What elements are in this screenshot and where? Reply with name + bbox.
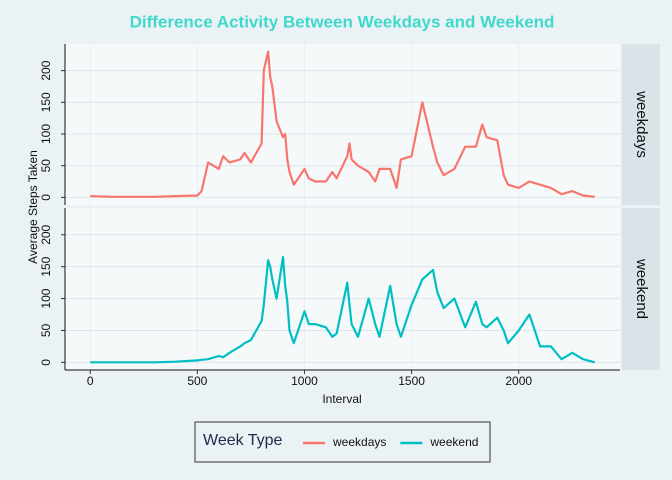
y-tick-label: 0 (39, 359, 53, 366)
x-tick-label: 0 (87, 374, 94, 388)
x-tick-label: 1000 (291, 374, 318, 388)
data-line (90, 256, 596, 364)
x-axis-label: Interval (322, 392, 361, 406)
x-tick-label: 2000 (505, 374, 532, 388)
y-tick-label: 200 (39, 224, 53, 244)
facet-strip (622, 44, 660, 205)
y-tick-label: 100 (39, 288, 53, 308)
chart-title: Difference Activity Between Weekdays and… (130, 12, 555, 31)
y-tick-label: 50 (39, 323, 53, 337)
y-tick-label: 150 (39, 256, 53, 276)
x-tick-label: 1500 (398, 374, 425, 388)
facet-label: weekdays (633, 90, 650, 158)
y-axis-label: Average Steps Taken (26, 150, 40, 264)
legend-title: Week Type (203, 432, 283, 449)
y-tick-label: 0 (39, 194, 53, 201)
legend-label: weekdays (332, 435, 386, 449)
y-tick-label: 150 (39, 92, 53, 112)
y-tick-label: 100 (39, 124, 53, 144)
y-tick-label: 50 (39, 159, 53, 173)
panel (65, 44, 620, 205)
y-tick-label: 200 (39, 60, 53, 80)
x-tick-label: 500 (187, 374, 207, 388)
panel (65, 208, 620, 370)
legend-box (194, 421, 491, 463)
facet-strip (622, 208, 660, 370)
data-line (90, 50, 595, 198)
facet-label: weekend (633, 258, 650, 319)
legend-label: weekend (429, 435, 478, 449)
